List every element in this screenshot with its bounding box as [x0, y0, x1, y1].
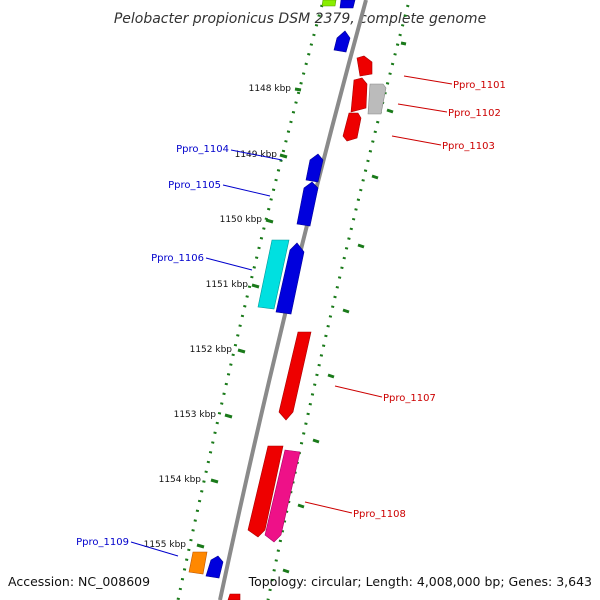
- label-leaders: [130, 75, 453, 557]
- gene-arrow[interactable]: [275, 242, 305, 315]
- gene-arrow[interactable]: [342, 112, 362, 142]
- gene-arrow[interactable]: [188, 551, 208, 575]
- scale-label: 1151 kbp: [206, 280, 249, 290]
- gene-label-ppro-1107[interactable]: Ppro_1107: [383, 393, 436, 404]
- gene-arrow[interactable]: [356, 55, 373, 77]
- gene-label-ppro-1105[interactable]: Ppro_1105: [168, 180, 221, 191]
- scale-label: 1150 kbp: [220, 215, 263, 225]
- scale-label: 1152 kbp: [190, 345, 233, 355]
- major-ticks: [196, 41, 407, 574]
- gene-label-ppro-1108[interactable]: Ppro_1108: [353, 509, 406, 520]
- gene-arrow[interactable]: [278, 331, 312, 421]
- gene-label-ppro-1104[interactable]: Ppro_1104: [176, 144, 229, 155]
- gene-arrow[interactable]: [321, 0, 337, 7]
- scale-label: 1154 kbp: [159, 475, 202, 485]
- gene-label-ppro-1103[interactable]: Ppro_1103: [442, 141, 495, 152]
- gene-arrow[interactable]: [296, 181, 319, 227]
- accession-text: Accession: NC_008609: [8, 574, 150, 589]
- topology-text: Topology: circular; Length: 4,008,000 bp…: [248, 574, 592, 589]
- gene-arrow[interactable]: [305, 153, 324, 183]
- gene-arrow[interactable]: [205, 555, 224, 579]
- inner-tick-track: [176, 4, 324, 600]
- outer-strand-genes: [227, 55, 387, 600]
- scale-label: 1155 kbp: [144, 540, 187, 550]
- gene-label-ppro-1101[interactable]: Ppro_1101: [453, 80, 506, 91]
- scale-label: 1153 kbp: [174, 410, 217, 420]
- gene-label-ppro-1106[interactable]: Ppro_1106: [151, 253, 204, 264]
- gene-arrow[interactable]: [339, 0, 356, 9]
- gene-label-ppro-1109[interactable]: Ppro_1109: [76, 537, 129, 548]
- gene-arrow[interactable]: [264, 449, 301, 543]
- gene-arrow[interactable]: [350, 77, 368, 113]
- gene-arrow[interactable]: [227, 593, 241, 600]
- gene-arrow[interactable]: [333, 30, 351, 53]
- gene-label-ppro-1102[interactable]: Ppro_1102: [448, 108, 501, 119]
- inner-strand-genes: [188, 0, 356, 579]
- gene-arrow[interactable]: [247, 445, 284, 538]
- gene-arrow[interactable]: [257, 239, 290, 310]
- scale-label: 1148 kbp: [249, 84, 292, 94]
- gene-arrow[interactable]: [367, 83, 387, 115]
- map-title: Pelobacter propionicus DSM 2379, complet…: [114, 11, 486, 27]
